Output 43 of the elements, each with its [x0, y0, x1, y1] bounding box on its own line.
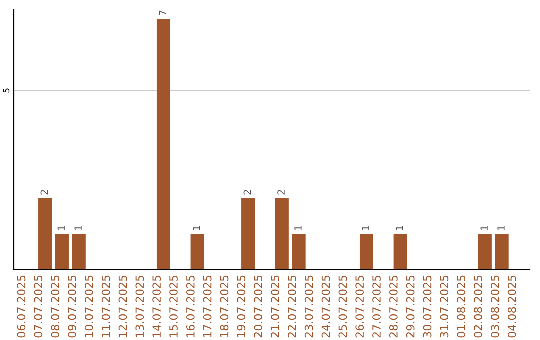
x-tick-label: 31.07.2025: [440, 276, 449, 338]
x-tick-label: 14.07.2025: [152, 276, 162, 338]
x-tick-label: 29.07.2025: [406, 276, 415, 338]
data-label: 1: [193, 226, 200, 230]
y-tick-label: 5: [3, 88, 10, 93]
x-tick-label: 18.07.2025: [220, 276, 229, 338]
x-tick-label: 28.07.2025: [389, 276, 398, 338]
x-tick-label: 21.07.2025: [271, 276, 280, 338]
data-label: 1: [74, 226, 82, 230]
x-tick-label: 08.07.2025: [51, 276, 60, 338]
x-tick-label: 02.08.2025: [474, 276, 482, 338]
data-label: 7: [159, 10, 166, 16]
x-tick-label: 10.07.2025: [84, 276, 94, 338]
data-label: 1: [480, 226, 488, 230]
x-tick-label: 19.07.2025: [237, 276, 246, 338]
data-label: 1: [362, 226, 370, 230]
x-tick-label: 09.07.2025: [68, 276, 76, 338]
x-tick-label: 25.07.2025: [338, 276, 348, 338]
x-tick-label: 12.07.2025: [118, 276, 128, 338]
data-label: 1: [58, 226, 65, 230]
x-tick-label: 26.07.2025: [356, 276, 364, 338]
x-tick-label: 24.07.2025: [322, 276, 330, 338]
x-tick-label: 04.08.2025: [508, 276, 516, 338]
x-tick-label: 11.07.2025: [102, 276, 110, 338]
x-tick-label: 01.08.2025: [457, 276, 466, 338]
x-tick-label: 07.07.2025: [34, 276, 43, 338]
data-label: 2: [244, 190, 251, 195]
data-label: 1: [396, 226, 404, 230]
x-tick-label: 15.07.2025: [170, 276, 178, 338]
x-tick-label: 17.07.2025: [203, 276, 212, 338]
x-tick-label: 13.07.2025: [136, 276, 144, 338]
x-tick-label: 30.07.2025: [423, 276, 432, 338]
data-label: 2: [278, 190, 285, 195]
data-label: 1: [498, 226, 505, 230]
x-tick-label: 22.07.2025: [288, 276, 296, 338]
x-tick-label: 20.07.2025: [254, 276, 263, 338]
x-tick-label: 27.07.2025: [372, 276, 381, 338]
x-tick-label: 03.08.2025: [490, 276, 500, 338]
x-tick-label: 06.07.2025: [17, 276, 26, 338]
data-label: 2: [40, 190, 48, 195]
x-tick-label: 23.07.2025: [304, 276, 314, 338]
x-tick-label: 16.07.2025: [186, 276, 195, 338]
data-label: 1: [294, 226, 302, 230]
